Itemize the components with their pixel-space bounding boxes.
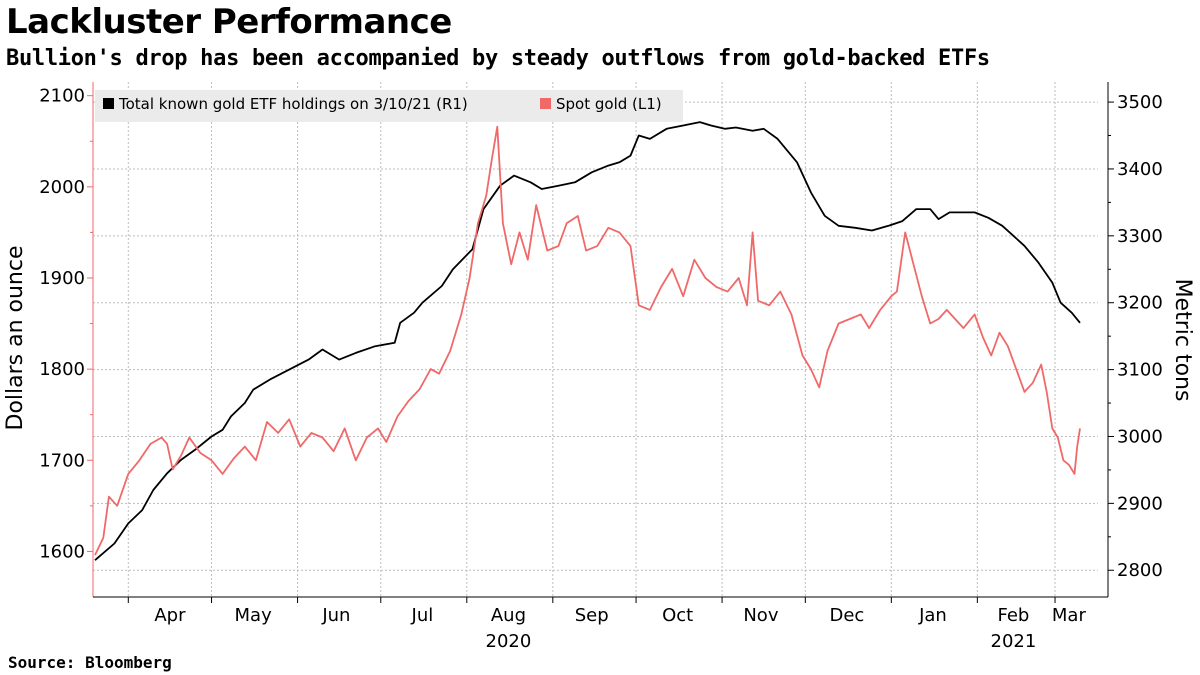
right-axis-tick-label: 3400 [1117, 159, 1163, 180]
left-axis-tick-label: 1700 [39, 450, 85, 471]
axes: 1600 1700 1800 1900 2000 2100 2800 2900 3000 3100… [39, 82, 1163, 652]
right-axis-tick-label: 3100 [1117, 360, 1163, 381]
x-axis-month-label: Apr [154, 605, 186, 626]
left-axis-tick-label: 1900 [39, 268, 85, 289]
x-axis-year-label: 2020 [486, 631, 532, 652]
right-axis-tick-label: 3200 [1117, 293, 1163, 314]
source-note: Source: Bloomberg [8, 653, 172, 672]
legend-label-etf: Total known gold ETF holdings on 3/10/21… [118, 95, 468, 113]
legend-swatch-spot [540, 98, 551, 109]
legend-background [95, 90, 683, 122]
x-axis-month-label: May [235, 605, 273, 626]
left-axis-tick-label: 2000 [39, 177, 85, 198]
x-axis-month-label: Jul [411, 605, 434, 626]
x-axis-month-label: Feb [997, 605, 1029, 626]
right-axis-tick-label: 3300 [1117, 226, 1163, 247]
x-axis-month-label: Oct [662, 605, 693, 626]
left-axis-title: Dollars an ounce [3, 245, 28, 430]
gridlines [93, 82, 1098, 597]
legend: Total known gold ETF holdings on 3/10/21… [95, 90, 683, 122]
x-axis-month-label: Jun [321, 605, 350, 626]
x-axis-month-label: Sep [575, 605, 609, 626]
x-axis-month-label: Aug [491, 605, 526, 626]
chart-subtitle: Bullion's drop has been accompanied by s… [6, 46, 990, 71]
left-axis-tick-label: 1800 [39, 359, 85, 380]
etf-holdings-line [94, 121, 1081, 561]
left-axis-tick-label: 2100 [39, 86, 85, 107]
series [94, 121, 1081, 561]
spot-gold-line [94, 125, 1081, 556]
right-axis-title: Metric tons [1170, 279, 1195, 402]
chart-title: Lackluster Performance [6, 2, 452, 42]
x-axis-month-label: Mar [1052, 605, 1087, 626]
right-axis-tick-label: 3000 [1117, 426, 1163, 447]
right-axis-tick-label: 2800 [1117, 560, 1163, 581]
left-axis-tick-label: 1600 [39, 541, 85, 562]
right-axis-tick-label: 3500 [1117, 92, 1163, 113]
right-axis-tick-label: 2900 [1117, 493, 1163, 514]
x-axis-year-label: 2021 [991, 631, 1037, 652]
legend-label-spot: Spot gold (L1) [556, 95, 662, 113]
x-axis-month-label: Jan [918, 605, 947, 626]
x-axis-month-label: Nov [743, 605, 778, 626]
x-axis-month-label: Dec [830, 605, 865, 626]
legend-swatch-etf [103, 98, 114, 109]
